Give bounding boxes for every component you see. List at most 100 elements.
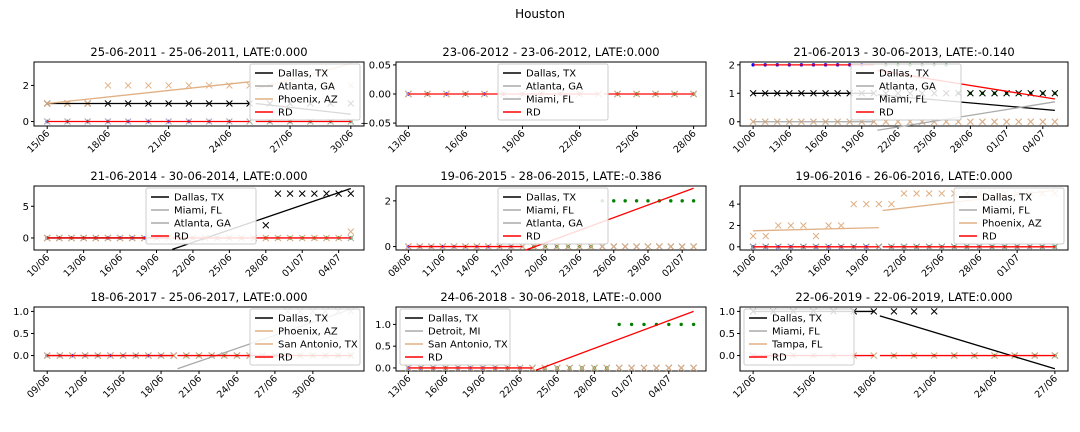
x-tick-label: 12/06 [63, 373, 90, 400]
x-tick-label: 18/06 [139, 373, 166, 400]
legend-label: San Antonio, TX [428, 340, 508, 351]
x-marker [677, 364, 685, 372]
x-marker [667, 243, 675, 250]
x-marker [850, 200, 858, 208]
x-marker [656, 243, 663, 250]
legend-label: Miami, FL [879, 95, 927, 106]
subplot-title: 18-06-2017 - 25-06-2017, LATE:0.000 [90, 290, 307, 304]
legend: Dallas, TX Miami, FL Phoenix, AZ RD [953, 187, 1065, 245]
x-marker [1051, 89, 1059, 97]
subplot-1: 25-06-2011 - 25-06-2011, LATE:0.000 0 2 15/… [23, 45, 365, 155]
green-dot [680, 199, 684, 203]
x-tick-label: 11/06 [421, 252, 448, 279]
x-tick-label: 24/06 [207, 128, 234, 155]
subplot-7: 18-06-2017 - 25-06-2017, LATE:0.000 0.0 0.… [13, 290, 365, 400]
y-tick-label: 0.0 [375, 363, 391, 374]
x-tick-label: 30/06 [329, 128, 356, 155]
subplot-title: 21-06-2013 - 30-06-2013, LATE:-0.140 [793, 45, 1014, 59]
figure-title: Houston [515, 7, 565, 21]
legend-label: RD [879, 108, 894, 119]
x-marker [591, 364, 598, 372]
legend: Dallas, TX Miami, FL Atlanta, GA RD [497, 187, 609, 245]
x-marker [812, 232, 820, 240]
x-marker [553, 364, 561, 372]
subplot-2: 23-06-2012 - 23-06-2012, LATE:0.000 −0.05… [360, 45, 707, 155]
x-marker [1039, 89, 1047, 97]
legend-label: Miami, FL [526, 206, 574, 217]
x-marker [347, 190, 355, 197]
green-dot [691, 322, 696, 327]
green-dot [617, 322, 621, 327]
subplot-title: 23-06-2012 - 23-06-2012, LATE:0.000 [442, 45, 659, 59]
x-tick-label: 28/06 [957, 252, 984, 279]
axes-frame [395, 306, 707, 372]
subplot-8: 24-06-2018 - 30-06-2018, LATE:-0.000 0.0 0… [375, 290, 707, 400]
x-tick-label: 20/06 [523, 252, 550, 279]
green-dot [679, 322, 683, 327]
y-tick-label: 0 [23, 233, 29, 244]
x-marker [1015, 118, 1023, 126]
x-marker [913, 190, 920, 197]
legend: Dallas, TX Atlanta, GA Miami, FL RD [497, 63, 609, 121]
subplot-3: 21-06-2013 - 30-06-2013, LATE:-0.140 0 1 2 1… [729, 45, 1069, 155]
x-marker [145, 82, 152, 89]
x-tick-label: 04/07 [1021, 128, 1048, 155]
green-dot [642, 322, 646, 327]
legend-box [249, 63, 361, 121]
x-marker [678, 243, 686, 250]
legend-label: RD [526, 108, 541, 119]
legend-label: Dallas, TX [982, 193, 1032, 204]
y-tick-label: 0.00 [369, 90, 391, 101]
x-tick-label: 25/06 [535, 373, 562, 400]
y-tick-label: 0 [23, 117, 29, 128]
legend: Dallas, TX Atlanta, GA Phoenix, AZ RD [249, 63, 361, 121]
x-tick-label: 13/06 [767, 128, 794, 155]
y-tick-label: 0.5 [719, 329, 735, 340]
x-tick-label: 22/06 [876, 128, 903, 155]
x-tick-label: 16/06 [424, 373, 451, 400]
legend-label: Dallas, TX [526, 193, 576, 204]
legend-label: RD [428, 353, 443, 364]
x-marker [925, 190, 933, 197]
x-tick-label: 28/06 [244, 252, 271, 279]
x-tick-label: 01/07 [985, 128, 1012, 155]
fit-line-right [877, 101, 1055, 131]
x-marker [564, 243, 572, 250]
y-tick-label: 0.05 [369, 60, 391, 71]
y-tick-label: 0 [385, 242, 391, 253]
legend-label: Atlanta, GA [278, 82, 335, 93]
legend-label: Phoenix, AZ [278, 95, 338, 106]
y-tick-label: 2 [729, 221, 735, 232]
x-tick-label: 26/06 [592, 252, 619, 279]
x-marker [888, 200, 895, 208]
green-dot [612, 199, 616, 203]
y-tick-label: 0 [729, 117, 735, 128]
legend-label: Dallas, TX [526, 69, 576, 80]
x-tick-label: 13/06 [386, 373, 413, 400]
x-tick-label: 27/06 [268, 128, 295, 155]
axes-frame [33, 185, 365, 251]
x-marker [800, 222, 807, 229]
fit-line-right [879, 315, 1056, 370]
legend-box [497, 187, 609, 245]
legend-box [497, 63, 609, 121]
subplot-title: 25-06-2011 - 25-06-2011, LATE:0.000 [90, 45, 307, 59]
legend-label: Detroit, MI [428, 327, 480, 338]
y-tick-label: 1.0 [719, 307, 735, 318]
x-tick-label: 25/06 [920, 252, 947, 279]
legend-label: Tampa, FL [771, 340, 823, 351]
x-tick-label: 08/06 [386, 252, 413, 279]
x-marker [825, 222, 832, 229]
x-marker [979, 118, 986, 126]
x-tick-label: 18/06 [86, 128, 113, 155]
x-marker [665, 364, 673, 372]
x-marker [653, 364, 660, 372]
y-tick-label: 1 [729, 89, 735, 100]
x-marker [1027, 118, 1035, 126]
x-tick-label: 28/06 [572, 373, 599, 400]
x-marker [875, 200, 883, 208]
y-tick-label: 0 [729, 242, 735, 253]
x-tick-label: 10/06 [25, 252, 52, 279]
y-tick-label: 0.0 [13, 351, 29, 362]
x-tick-label: 19/06 [134, 252, 161, 279]
